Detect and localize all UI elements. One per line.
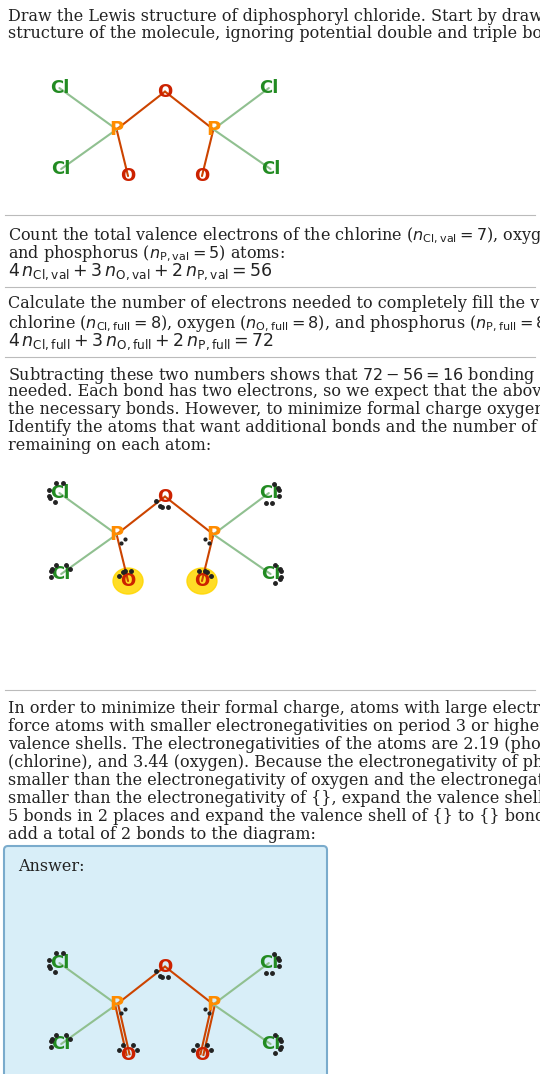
- Text: 5 bonds in 2 places and expand the valence shell of {} to {} bonds. Therefore we: 5 bonds in 2 places and expand the valen…: [8, 808, 540, 825]
- Text: Cl: Cl: [259, 954, 279, 972]
- Text: add a total of 2 bonds to the diagram:: add a total of 2 bonds to the diagram:: [8, 826, 316, 843]
- Text: O: O: [194, 1046, 210, 1063]
- Text: (chlorine), and 3.44 (oxygen). Because the electronegativity of phosphorus is: (chlorine), and 3.44 (oxygen). Because t…: [8, 754, 540, 771]
- Text: valence shells. The electronegativities of the atoms are 2.19 (phosphorus), 3.16: valence shells. The electronegativities …: [8, 736, 540, 753]
- Text: Count the total valence electrons of the chlorine ($n_{\mathrm{Cl,val}}=7$), oxy: Count the total valence electrons of the…: [8, 224, 540, 246]
- Text: Cl: Cl: [50, 79, 69, 97]
- Text: $4\,n_{\mathrm{Cl,val}} + 3\,n_{\mathrm{O,val}} + 2\,n_{\mathrm{P,val}} = 56$: $4\,n_{\mathrm{Cl,val}} + 3\,n_{\mathrm{…: [8, 261, 273, 281]
- FancyBboxPatch shape: [4, 846, 327, 1074]
- Text: chlorine ($n_{\mathrm{Cl,full}}=8$), oxygen ($n_{\mathrm{O,full}}=8$), and phosp: chlorine ($n_{\mathrm{Cl,full}}=8$), oxy…: [8, 313, 540, 334]
- Text: O: O: [157, 83, 173, 101]
- Text: Cl: Cl: [261, 565, 280, 583]
- Text: Cl: Cl: [261, 1035, 280, 1053]
- Text: force atoms with smaller electronegativities on period 3 or higher to expand the: force atoms with smaller electronegativi…: [8, 719, 540, 735]
- Text: Cl: Cl: [259, 484, 279, 502]
- Text: smaller than the electronegativity of oxygen and the electronegativity of {} is: smaller than the electronegativity of ox…: [8, 772, 540, 789]
- Text: P: P: [206, 995, 220, 1014]
- Text: Draw the Lewis structure of diphosphoryl chloride. Start by drawing the overall: Draw the Lewis structure of diphosphoryl…: [8, 8, 540, 25]
- Ellipse shape: [113, 568, 143, 594]
- Text: Calculate the number of electrons needed to completely fill the valence shells f: Calculate the number of electrons needed…: [8, 295, 540, 313]
- Text: O: O: [157, 488, 173, 506]
- Text: Cl: Cl: [51, 160, 71, 178]
- Text: the necessary bonds. However, to minimize formal charge oxygen wants 2 bonds.: the necessary bonds. However, to minimiz…: [8, 401, 540, 418]
- Text: P: P: [206, 120, 220, 139]
- Text: O: O: [120, 168, 136, 185]
- Ellipse shape: [187, 568, 217, 594]
- Text: P: P: [110, 525, 124, 543]
- Text: smaller than the electronegativity of {}, expand the valence shell of phosphorus: smaller than the electronegativity of {}…: [8, 790, 540, 807]
- Text: remaining on each atom:: remaining on each atom:: [8, 437, 211, 454]
- Text: structure of the molecule, ignoring potential double and triple bonds:: structure of the molecule, ignoring pote…: [8, 25, 540, 42]
- Text: P: P: [110, 120, 124, 139]
- Text: and phosphorus ($n_{\mathrm{P,val}}=5$) atoms:: and phosphorus ($n_{\mathrm{P,val}}=5$) …: [8, 243, 285, 264]
- Text: Identify the atoms that want additional bonds and the number of electrons: Identify the atoms that want additional …: [8, 419, 540, 436]
- Text: Cl: Cl: [50, 954, 69, 972]
- Text: Cl: Cl: [259, 79, 279, 97]
- Text: Cl: Cl: [50, 484, 69, 502]
- Text: Subtracting these two numbers shows that $72 - 56 = 16$ bonding electrons are: Subtracting these two numbers shows that…: [8, 365, 540, 386]
- Text: O: O: [194, 572, 210, 590]
- Text: needed. Each bond has two electrons, so we expect that the above diagram has all: needed. Each bond has two electrons, so …: [8, 383, 540, 400]
- Text: O: O: [120, 572, 136, 590]
- Text: P: P: [206, 525, 220, 543]
- Text: In order to minimize their formal charge, atoms with large electronegativities c: In order to minimize their formal charge…: [8, 700, 540, 717]
- Text: $4\,n_{\mathrm{Cl,full}} + 3\,n_{\mathrm{O,full}} + 2\,n_{\mathrm{P,full}} = 72$: $4\,n_{\mathrm{Cl,full}} + 3\,n_{\mathrm…: [8, 331, 274, 351]
- Text: O: O: [194, 168, 210, 185]
- Text: O: O: [157, 958, 173, 975]
- Text: Answer:: Answer:: [18, 858, 84, 875]
- Text: Cl: Cl: [51, 1035, 71, 1053]
- Text: Cl: Cl: [51, 565, 71, 583]
- Text: P: P: [110, 995, 124, 1014]
- Text: Cl: Cl: [261, 160, 280, 178]
- Text: O: O: [120, 1046, 136, 1063]
